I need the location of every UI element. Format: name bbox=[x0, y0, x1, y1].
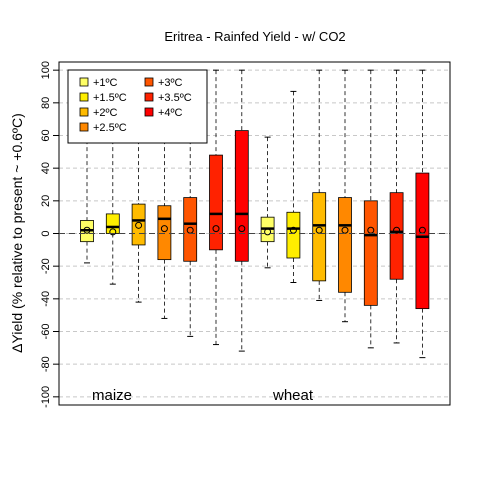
plot-area: -100 -80 -60 -40 -20 0 20 40 60 80 100 maize wheat +1… bbox=[40, 61, 451, 408]
box-wheat-12 bbox=[389, 192, 404, 280]
legend-swatch bbox=[79, 77, 89, 87]
y-tick-label: 100 bbox=[40, 61, 52, 79]
box-wheat-10 bbox=[338, 197, 352, 293]
mean-marker bbox=[264, 228, 272, 236]
box-maize-5 bbox=[209, 154, 223, 251]
y-tick-label: -60 bbox=[40, 324, 52, 340]
y-tick-label: -100 bbox=[40, 386, 52, 408]
chart-title: Eritrea - Rainfed Yield - w/ CO2 bbox=[164, 29, 345, 44]
y-tick-label: -40 bbox=[40, 291, 52, 307]
mean-marker bbox=[238, 225, 246, 233]
box-maize-1 bbox=[105, 213, 120, 234]
box-wheat-8 bbox=[286, 211, 301, 259]
y-tick-label: 0 bbox=[40, 230, 52, 236]
mean-marker bbox=[393, 226, 401, 234]
y-tick-label: 60 bbox=[40, 129, 52, 141]
group-label-maize: maize bbox=[92, 387, 132, 404]
legend-swatch bbox=[144, 77, 154, 87]
legend-label: +1.5ºC bbox=[93, 92, 127, 104]
legend-label: +2.5ºC bbox=[93, 122, 127, 134]
box-wheat-11 bbox=[363, 200, 378, 306]
y-tick-label: 40 bbox=[40, 162, 52, 174]
y-tick-label: 20 bbox=[40, 195, 52, 207]
legend-label: +3.5ºC bbox=[158, 92, 192, 104]
legend-box bbox=[67, 69, 208, 144]
mean-marker bbox=[135, 221, 143, 229]
legend-swatch bbox=[79, 92, 89, 102]
mean-marker bbox=[212, 225, 220, 233]
legend-label: +1ºC bbox=[93, 77, 118, 89]
legend-swatch bbox=[79, 122, 89, 132]
y-axis-label: ΔYield (% relative to present ~ +0.6ºC) bbox=[9, 113, 25, 353]
legend-label: +3ºC bbox=[158, 77, 183, 89]
y-tick-label: -20 bbox=[40, 258, 52, 274]
box-maize-4 bbox=[183, 197, 198, 262]
legend-swatch bbox=[79, 107, 89, 117]
box-maize-2 bbox=[131, 203, 146, 246]
box-maize-3 bbox=[157, 205, 172, 261]
box-wheat-13 bbox=[415, 172, 430, 310]
box-wheat-9 bbox=[312, 192, 327, 282]
legend-label: +4ºC bbox=[158, 107, 183, 119]
legend-swatch bbox=[144, 92, 154, 102]
mean-marker bbox=[160, 225, 168, 233]
legend-swatch bbox=[144, 107, 154, 117]
y-tick-label: 80 bbox=[40, 97, 52, 109]
group-label-wheat: wheat bbox=[272, 387, 314, 404]
box-maize-6 bbox=[234, 130, 249, 262]
legend-label: +2ºC bbox=[93, 107, 118, 119]
mean-marker bbox=[109, 228, 117, 236]
mean-marker bbox=[83, 226, 91, 234]
y-tick-label: -80 bbox=[40, 356, 52, 372]
